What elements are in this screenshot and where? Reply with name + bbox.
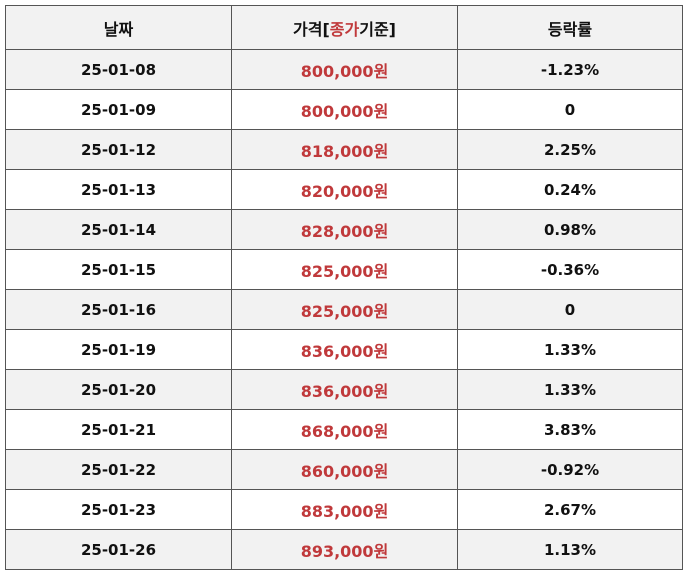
change-cell: 0 — [457, 89, 683, 130]
change-cell: 1.13% — [457, 529, 683, 570]
change-cell: -0.36% — [457, 249, 683, 290]
header-highlight: 종가 — [329, 19, 360, 39]
price-cell: 825,000원 — [231, 249, 458, 290]
header-cell: 가격[종가기준] — [231, 5, 458, 50]
price-cell: 800,000원 — [231, 89, 458, 130]
date-cell: 25-01-26 — [5, 529, 232, 570]
change-cell: 0.98% — [457, 209, 683, 250]
table-row: 25-01-26 893,000원 1.13% — [5, 529, 683, 570]
header-cell: 등락률 — [457, 5, 683, 50]
date-cell: 25-01-13 — [5, 169, 232, 210]
change-cell: -1.23% — [457, 49, 683, 90]
change-cell: 0 — [457, 289, 683, 330]
date-cell: 25-01-14 — [5, 209, 232, 250]
table-row: 25-01-23 883,000원 2.67% — [5, 489, 683, 530]
table-row: 25-01-22 860,000원 -0.92% — [5, 449, 683, 490]
date-cell: 25-01-20 — [5, 369, 232, 410]
date-cell: 25-01-21 — [5, 409, 232, 450]
price-cell: 825,000원 — [231, 289, 458, 330]
date-cell: 25-01-23 — [5, 489, 232, 530]
change-cell: 1.33% — [457, 369, 683, 410]
price-cell: 836,000원 — [231, 369, 458, 410]
header-text: 기준] — [359, 19, 396, 39]
date-cell: 25-01-15 — [5, 249, 232, 290]
date-cell: 25-01-22 — [5, 449, 232, 490]
price-cell: 800,000원 — [231, 49, 458, 90]
table-row: 25-01-21 868,000원 3.83% — [5, 409, 683, 450]
header-cell: 날짜 — [5, 5, 232, 50]
price-cell: 868,000원 — [231, 409, 458, 450]
change-cell: 2.67% — [457, 489, 683, 530]
price-cell: 893,000원 — [231, 529, 458, 570]
header-text: 가격[ — [293, 19, 330, 39]
date-cell: 25-01-09 — [5, 89, 232, 130]
table-row: 25-01-12 818,000원 2.25% — [5, 129, 683, 170]
price-cell: 820,000원 — [231, 169, 458, 210]
price-cell: 818,000원 — [231, 129, 458, 170]
change-cell: -0.92% — [457, 449, 683, 490]
date-cell: 25-01-12 — [5, 129, 232, 170]
table-row: 25-01-13 820,000원 0.24% — [5, 169, 683, 210]
table-row: 25-01-16 825,000원 0 — [5, 289, 683, 330]
table-row: 25-01-14 828,000원 0.98% — [5, 209, 683, 250]
table-body: 25-01-08 800,000원 -1.23% 25-01-09 800,000원 0 2… — [5, 49, 683, 570]
change-cell: 1.33% — [457, 329, 683, 370]
price-cell: 828,000원 — [231, 209, 458, 250]
header-row: 날짜 가격[종가기준] 등락률 — [5, 5, 683, 50]
price-cell: 836,000원 — [231, 329, 458, 370]
price-cell: 883,000원 — [231, 489, 458, 530]
table-row: 25-01-19 836,000원 1.33% — [5, 329, 683, 370]
table-row: 25-01-15 825,000원 -0.36% — [5, 249, 683, 290]
table-row: 25-01-08 800,000원 -1.23% — [5, 49, 683, 90]
table-row: 25-01-20 836,000원 1.33% — [5, 369, 683, 410]
date-cell: 25-01-19 — [5, 329, 232, 370]
table-row: 25-01-09 800,000원 0 — [5, 89, 683, 130]
price-table: 날짜 가격[종가기준] 등락률 25-01-08 800,000원 -1.23% 25… — [5, 5, 683, 570]
change-cell: 2.25% — [457, 129, 683, 170]
date-cell: 25-01-16 — [5, 289, 232, 330]
table-header: 날짜 가격[종가기준] 등락률 — [5, 5, 683, 50]
change-cell: 3.83% — [457, 409, 683, 450]
date-cell: 25-01-08 — [5, 49, 232, 90]
price-cell: 860,000원 — [231, 449, 458, 490]
change-cell: 0.24% — [457, 169, 683, 210]
